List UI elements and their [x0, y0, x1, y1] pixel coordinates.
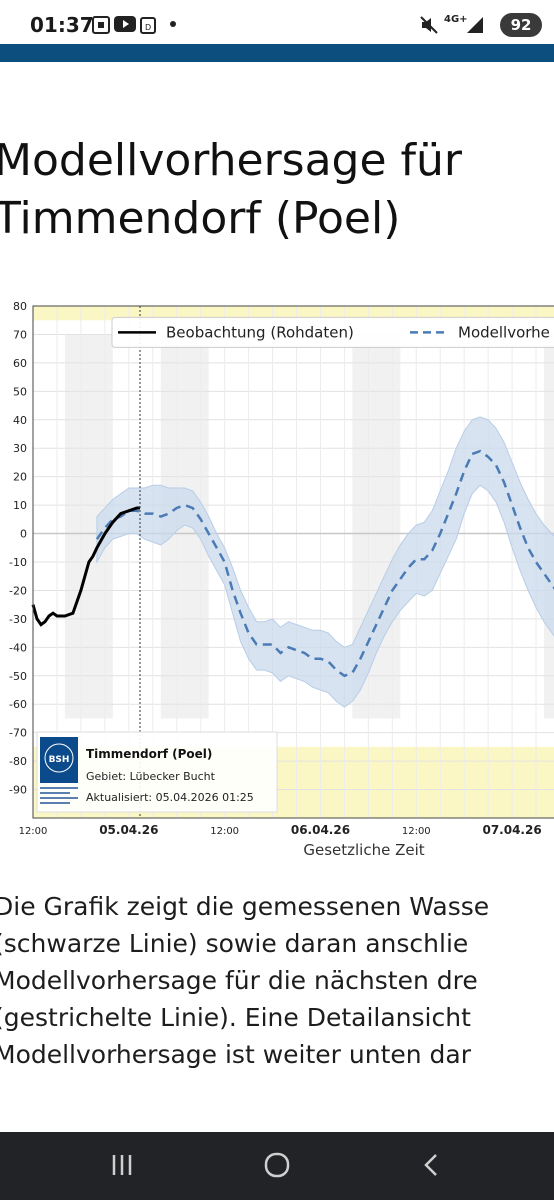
x-tick-label: 05.04.26 — [99, 823, 158, 837]
status-time: 01:37 — [30, 13, 94, 37]
y-tick-label: 30 — [13, 442, 27, 455]
y-tick-label: -60 — [9, 698, 27, 711]
observation-series-line — [31, 506, 140, 627]
legend-box — [111, 316, 554, 348]
bsh-logo-text: BSH — [49, 755, 70, 765]
y-tick-label: 0 — [20, 528, 27, 541]
paragraph-line: Modellvorhersage für die nächsten dre — [0, 966, 478, 995]
mute-icon — [420, 16, 438, 34]
paragraph-line: (schwarze Linie) sowie daran anschlie — [0, 929, 469, 958]
x-tick-label: 07.04.26 — [482, 823, 541, 837]
screenshot-icon — [92, 16, 110, 34]
y-tick-label: -80 — [9, 755, 27, 768]
y-tick-label: 70 — [13, 328, 27, 341]
notification-dot-icon — [170, 21, 176, 27]
legend-observation-label: Beobachtung (Rohdaten) — [166, 323, 354, 341]
youtube-icon — [114, 16, 136, 32]
legend-forecast-label: Modellvorhe — [458, 323, 550, 341]
y-tick-label: -90 — [9, 784, 27, 797]
x-axis-label: Gesetzliche Zeit — [303, 841, 424, 859]
y-tick-label: -10 — [9, 556, 27, 569]
android-nav-bar — [0, 1132, 554, 1200]
bsh-logo-caption-line — [40, 802, 70, 804]
night-shade — [544, 334, 554, 719]
info-station-name: Timmendorf (Poel) — [86, 747, 212, 761]
y-tick-label: -30 — [9, 613, 27, 626]
bsh-logo-caption-line — [40, 797, 78, 799]
y-tick-label: -50 — [9, 670, 27, 683]
y-tick-label: -20 — [9, 584, 27, 597]
status-bar: 01:37 D 4G+ 92 — [0, 0, 554, 48]
y-tick-label: 10 — [13, 499, 27, 512]
y-tick-label: 60 — [13, 357, 27, 370]
svg-text:D: D — [145, 23, 151, 32]
y-tick-label: 40 — [13, 414, 27, 427]
forecast-chart: 80 70 60 50 40 30 20 10 0 -10 -20 -30 -40 -50 -60 -70 -8… — [0, 300, 554, 865]
home-button[interactable] — [259, 1147, 295, 1183]
x-tick-label: 12:00 — [402, 826, 431, 837]
recent-apps-button[interactable] — [104, 1147, 140, 1183]
paragraph-line: (gestrichelte Linie). Eine Detailansicht — [0, 1003, 471, 1032]
site-header-bar — [0, 44, 554, 62]
y-tick-label: 20 — [13, 471, 27, 484]
bsh-logo-caption-line — [40, 792, 70, 794]
chart-svg: 80 70 60 50 40 30 20 10 0 -10 -20 -30 -40 -50 -60 -70 -8… — [9, 300, 554, 859]
y-tick-label: -70 — [9, 727, 27, 740]
plot-frame — [32, 305, 554, 819]
page-title: Modellvorhersage für Timmendorf (Poel) — [0, 135, 462, 244]
y-tick-label: 50 — [13, 385, 27, 398]
info-area: Gebiet: Lübecker Bucht — [86, 770, 216, 783]
y-tick-label: 80 — [13, 300, 27, 313]
bsh-logo-caption-line — [40, 787, 78, 789]
description-paragraph: Die Grafik zeigt die gemessenen Wasse (s… — [0, 888, 554, 1073]
paragraph-line: Modellvorhersage ist weiter unten dar — [0, 1040, 472, 1069]
network-type: 4G+ — [444, 14, 468, 25]
signal-icon — [467, 17, 483, 33]
info-updated: Aktualisiert: 05.04.2026 01:25 — [86, 791, 254, 804]
calendar-icon: D — [140, 17, 156, 34]
y-tick-label: -40 — [9, 641, 27, 654]
x-tick-label: 12:00 — [210, 826, 239, 837]
paragraph-line: Die Grafik zeigt die gemessenen Wasse — [0, 892, 490, 921]
high-water-band — [33, 306, 554, 321]
forecast-series-line — [95, 449, 554, 678]
bsh-logo-ring — [44, 743, 74, 773]
battery-indicator: 92 — [500, 13, 542, 37]
bsh-logo — [40, 737, 78, 783]
back-button[interactable] — [414, 1147, 450, 1183]
x-tick-label: 06.04.26 — [291, 823, 350, 837]
x-tick-label: 12:00 — [19, 826, 48, 837]
forecast-uncertainty-band — [96, 416, 554, 708]
